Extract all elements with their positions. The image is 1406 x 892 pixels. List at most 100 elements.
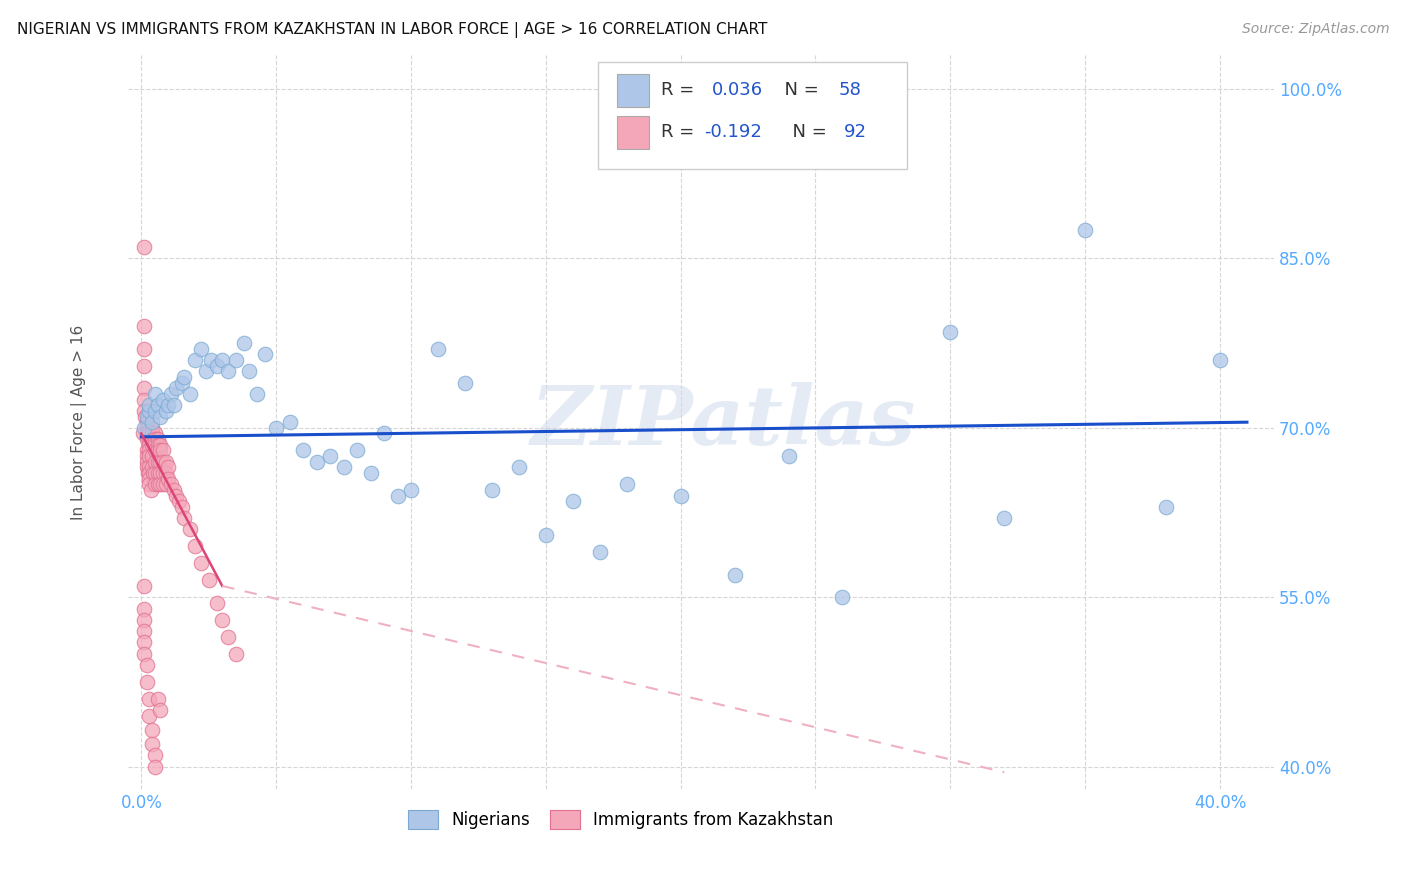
Point: [132, 240, 155, 254]
Point: [305, 455, 328, 469]
Text: ZIPatlas: ZIPatlas: [531, 382, 917, 462]
Point: [132, 392, 155, 407]
Point: [481, 483, 503, 497]
Point: [165, 489, 187, 503]
Point: [157, 460, 180, 475]
Point: [135, 449, 157, 463]
Point: [138, 404, 160, 418]
Point: [163, 483, 186, 497]
Text: 0.036: 0.036: [713, 81, 763, 99]
Point: [399, 483, 422, 497]
Point: [138, 443, 160, 458]
FancyBboxPatch shape: [598, 62, 907, 169]
Point: [238, 364, 260, 378]
Point: [138, 398, 160, 412]
Point: [141, 438, 163, 452]
Legend: Nigerians, Immigrants from Kazakhstan: Nigerians, Immigrants from Kazakhstan: [401, 804, 841, 836]
Point: [163, 398, 186, 412]
Point: [146, 398, 169, 412]
Point: [136, 466, 159, 480]
Point: [155, 477, 177, 491]
Point: [141, 415, 163, 429]
Point: [132, 381, 155, 395]
Point: [141, 723, 163, 738]
Point: [141, 421, 163, 435]
Point: [155, 455, 177, 469]
Point: [143, 432, 166, 446]
Point: [1074, 223, 1097, 237]
Point: [332, 460, 354, 475]
Point: [146, 477, 169, 491]
Point: [143, 466, 166, 480]
Point: [190, 342, 212, 356]
Point: [589, 545, 612, 559]
Point: [139, 483, 162, 497]
Point: [360, 466, 382, 480]
Point: [135, 658, 157, 673]
Text: NIGERIAN VS IMMIGRANTS FROM KAZAKHSTAN IN LABOR FORCE | AGE > 16 CORRELATION CHA: NIGERIAN VS IMMIGRANTS FROM KAZAKHSTAN I…: [17, 22, 768, 38]
Point: [141, 432, 163, 446]
Point: [373, 426, 395, 441]
Point: [141, 460, 163, 475]
Point: [138, 691, 160, 706]
Point: [561, 494, 583, 508]
Point: [138, 432, 160, 446]
Point: [143, 477, 166, 491]
Point: [205, 359, 228, 373]
Point: [152, 466, 174, 480]
Point: [143, 443, 166, 458]
Point: [254, 347, 277, 361]
Point: [831, 591, 853, 605]
Point: [508, 460, 530, 475]
Point: [143, 404, 166, 418]
Point: [146, 432, 169, 446]
Text: 58: 58: [838, 81, 862, 99]
Point: [135, 409, 157, 424]
Point: [135, 426, 157, 441]
Point: [184, 353, 207, 368]
Point: [146, 443, 169, 458]
Point: [149, 438, 172, 452]
Point: [138, 472, 160, 486]
Point: [132, 601, 155, 615]
Point: [993, 511, 1015, 525]
Point: [149, 703, 172, 717]
Point: [157, 472, 180, 486]
Point: [454, 376, 477, 390]
Point: [160, 387, 183, 401]
Y-axis label: In Labor Force | Age > 16: In Labor Force | Age > 16: [72, 325, 87, 520]
Point: [132, 359, 155, 373]
Point: [246, 387, 269, 401]
Point: [135, 460, 157, 475]
Bar: [617, 116, 650, 149]
Text: 92: 92: [844, 123, 868, 141]
Text: R =: R =: [661, 123, 700, 141]
Point: [138, 460, 160, 475]
Point: [197, 574, 219, 588]
Point: [190, 557, 212, 571]
Point: [132, 579, 155, 593]
Point: [132, 613, 155, 627]
Point: [152, 477, 174, 491]
Point: [149, 477, 172, 491]
Point: [264, 421, 287, 435]
Point: [142, 466, 165, 480]
Text: N =: N =: [782, 123, 832, 141]
Point: [146, 466, 169, 480]
Point: [135, 455, 157, 469]
Point: [217, 364, 239, 378]
Point: [225, 353, 247, 368]
Point: [138, 449, 160, 463]
Text: -0.192: -0.192: [704, 123, 762, 141]
Point: [723, 567, 745, 582]
Point: [141, 737, 163, 751]
Point: [1209, 353, 1232, 368]
Point: [135, 443, 157, 458]
Point: [152, 455, 174, 469]
Point: [135, 415, 157, 429]
Point: [138, 438, 160, 452]
Text: Source: ZipAtlas.com: Source: ZipAtlas.com: [1241, 22, 1389, 37]
Point: [143, 387, 166, 401]
Point: [165, 381, 187, 395]
Point: [387, 489, 409, 503]
